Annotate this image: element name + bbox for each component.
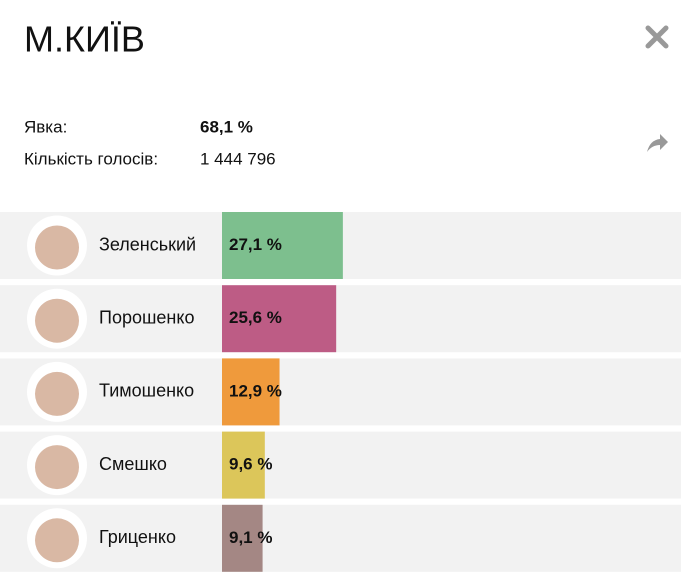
avatar-face: [35, 225, 79, 270]
turnout-value: 68,1 %: [200, 117, 253, 136]
value-label: 9,1 %: [229, 528, 272, 547]
value-label: 27,1 %: [229, 235, 282, 254]
avatar-face: [35, 371, 79, 416]
share-button[interactable]: [647, 134, 668, 152]
bar: [222, 358, 280, 426]
value-label: 12,9 %: [229, 381, 282, 400]
title: М.КИЇВ: [24, 19, 145, 60]
votes-value: 1 444 796: [200, 149, 276, 168]
row-background: [0, 504, 681, 572]
value-label: 25,6 %: [229, 308, 282, 327]
row-background: [0, 431, 681, 499]
close-button[interactable]: [645, 25, 669, 49]
candidate-name: Порошенко: [99, 307, 194, 327]
votes-label: Кількість голосів:: [24, 149, 158, 168]
avatar-face: [35, 445, 79, 490]
bar: [222, 212, 343, 279]
candidate-name: Тимошенко: [99, 381, 194, 401]
bar: [222, 431, 265, 499]
avatar-face: [35, 298, 79, 343]
row-background: [0, 285, 681, 353]
avatar-face: [35, 518, 79, 563]
bar: [222, 504, 263, 572]
candidate-name: Смешко: [99, 454, 167, 474]
value-label: 9,6 %: [229, 455, 272, 474]
candidate-name: Зеленський: [99, 234, 196, 254]
bar: [222, 285, 337, 353]
candidate-name: Гриценко: [99, 527, 176, 547]
turnout-label: Явка:: [24, 117, 67, 136]
row-background: [0, 358, 681, 426]
